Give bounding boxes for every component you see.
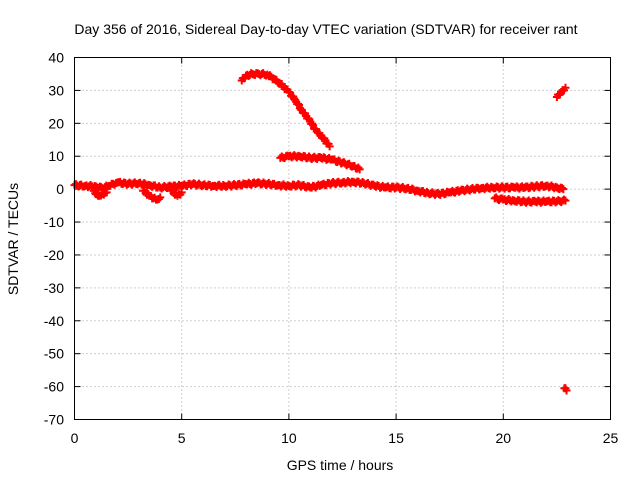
x-tick-label: 20 (496, 430, 512, 446)
y-tick-label: -60 (44, 379, 64, 395)
x-tick-label: 25 (603, 430, 619, 446)
data-point (559, 185, 568, 194)
tick-labels: 0 5 10 15 20 25 40 30 20 10 0 -10 -20 -30 -40 -50 -60 -70 (44, 50, 619, 447)
data-marks (70, 69, 571, 395)
y-tick-label: -30 (44, 280, 64, 296)
series-upper-arc (237, 69, 334, 151)
y-tick-label: -10 (44, 214, 64, 230)
series-dip-near-4.8h (166, 186, 186, 200)
data-point (156, 193, 165, 202)
data-point (562, 386, 571, 395)
x-tick-label: 0 (71, 430, 79, 446)
y-tick-label: 40 (48, 50, 64, 66)
y-tick-label: -70 (44, 412, 64, 428)
y-tick-label: 20 (48, 115, 64, 131)
series-lower-arc (490, 193, 570, 207)
y-tick-label: -40 (44, 313, 64, 329)
data-point (325, 142, 334, 151)
grid-lines (74, 57, 611, 420)
series-dip-near-4h (139, 186, 165, 204)
y-tick-label: 10 (48, 148, 64, 164)
data-point (355, 165, 364, 174)
plot-frame (74, 57, 611, 420)
chart-title: Day 356 of 2016, Sidereal Day-to-day VTE… (74, 21, 577, 37)
x-tick-label: 5 (178, 430, 186, 446)
data-point (177, 188, 186, 197)
series-late-high (552, 83, 570, 101)
y-tick-label: 0 (56, 181, 64, 197)
y-tick-label: -20 (44, 247, 64, 263)
data-point (102, 188, 111, 197)
series-dip-near-1h (89, 186, 111, 200)
x-axis-label: GPS time / hours (287, 457, 394, 473)
y-tick-label: -50 (44, 346, 64, 362)
series-main (70, 177, 568, 199)
y-axis-label: SDTVAR / TECUs (5, 183, 21, 295)
series-mid-arc (276, 151, 364, 174)
x-tick-label: 10 (281, 430, 297, 446)
series-late-low (560, 384, 571, 395)
data-point (154, 195, 163, 204)
data-point (561, 83, 570, 92)
data-point (561, 196, 570, 205)
x-tick-label: 15 (388, 430, 404, 446)
y-tick-label: 30 (48, 82, 64, 98)
